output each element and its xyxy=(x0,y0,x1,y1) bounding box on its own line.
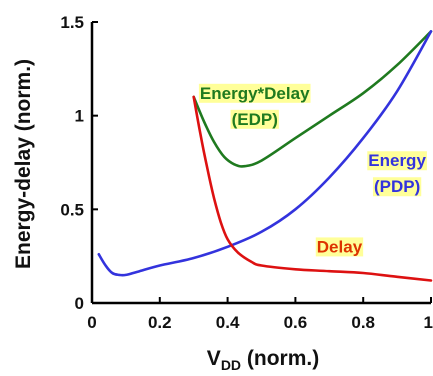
energy-annotation-line: (PDP) xyxy=(374,177,420,196)
x-axis-title-main: V xyxy=(207,347,221,370)
edp-annotation-line: (EDP) xyxy=(232,110,278,129)
y-axis-title: Energy-delay (norm.) xyxy=(12,59,35,269)
energy-annotation-line: Energy xyxy=(368,151,426,170)
x-tick-label: 0.2 xyxy=(148,313,172,332)
edp-annotation-highlight xyxy=(198,83,311,103)
series-lines xyxy=(97,30,433,282)
energy-annotation-highlight xyxy=(367,151,427,171)
x-tick-label: 0.4 xyxy=(216,313,240,332)
y-tick-label: 1.5 xyxy=(60,13,84,32)
y-tick-label: 0.5 xyxy=(60,200,84,219)
x-tick-label: 0.8 xyxy=(351,313,375,332)
energy-series-line xyxy=(97,30,433,277)
edp-annotation-highlight xyxy=(230,109,279,129)
x-tick-label: 0 xyxy=(87,313,96,332)
x-axis-title-rest: (norm.) xyxy=(241,347,319,370)
x-axis-title: VDD (norm.) xyxy=(207,347,319,373)
delay-annotation-highlight xyxy=(315,237,364,257)
x-tick-label: 0.6 xyxy=(284,313,308,332)
energy-annotation-highlight xyxy=(372,177,422,197)
annotations: Energy*Delay (EDP) Energy (PDP) Delay xyxy=(200,84,427,257)
ticks: 0 0.2 0.4 0.6 0.8 1 0 0.5 1 1.5 xyxy=(60,13,433,332)
y-tick-label: 0 xyxy=(75,294,84,313)
annotation-highlights xyxy=(198,83,427,257)
delay-series-line xyxy=(192,95,433,282)
edp-annotation-line: Energy*Delay xyxy=(200,84,310,103)
x-tick-label: 1 xyxy=(424,313,433,332)
delay-annotation-line: Delay xyxy=(317,237,363,256)
edp-series-line xyxy=(192,30,433,168)
y-tick-label: 1 xyxy=(75,107,84,126)
axes xyxy=(90,22,431,305)
x-axis-title-subscript: DD xyxy=(221,357,241,373)
